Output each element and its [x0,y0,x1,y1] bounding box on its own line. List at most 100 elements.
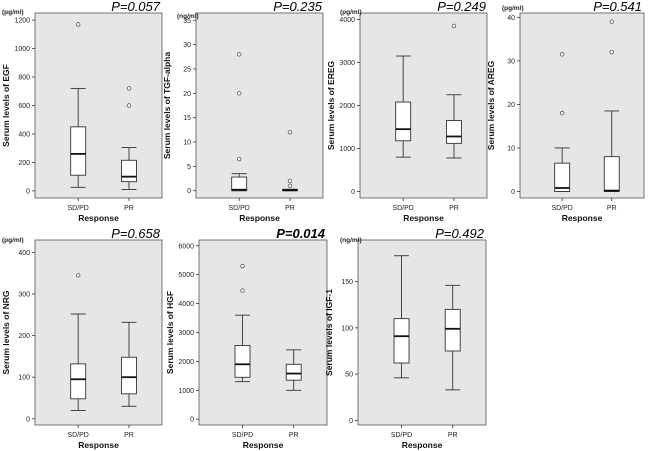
unit-label: (ng/ml) [177,13,199,20]
y-tick-label: 0 [26,416,30,423]
y-tick-label: 0 [26,188,30,195]
chart-panel-1: 0 200 400 600 800 1000 1200 SD/PD PR Response Seru… [1,0,163,223]
unit-label: (pg/ml) [502,5,524,12]
chart-panel-7: 0 50 100 150 SD/PD PR Response Serum levels of … [324,226,487,450]
y-tick-label: 25 [183,66,191,73]
plot-area [195,12,324,199]
box-iqr [121,159,137,183]
x-tick-label: PR [449,205,459,212]
x-tick-label: PR [124,432,134,439]
x-tick-label: PR [285,205,295,212]
box-iqr [603,156,620,192]
chart-panel-4: 0 10 20 30 40 SD/PD PR Response Serum levels of … [486,0,645,223]
y-tick-label: 100 [341,325,353,332]
box-iqr [446,120,462,144]
box-iqr [444,308,461,352]
x-axis-label: Response [78,213,119,223]
box-iqr [285,363,302,381]
x-tick-label: SD/PD [228,205,249,212]
outlier-point [609,19,614,24]
box-iqr [70,126,87,176]
y-axis-label: Serum levels of AREG [486,60,496,150]
x-tick-label: PR [289,432,299,439]
outlier-point [75,273,81,278]
y-tick-label: 0 [349,418,353,425]
y-tick-label: 300 [18,292,30,299]
y-tick-label: 0 [351,189,355,196]
plot-area [357,239,487,426]
unit-label: (ng/ml) [340,237,362,244]
y-tick-label: 5 [187,164,191,171]
y-tick-label: 20 [183,91,191,98]
plot-area [198,239,328,426]
y-axis-label: Serum levels of NRG [1,290,11,374]
chart-panel-6: 0 1000 2000 3000 4000 5000 6000 SD/PD PR Response… [165,226,328,450]
y-tick-label: 0 [190,417,194,424]
plot-area [359,12,488,199]
x-tick-label: PR [607,205,617,212]
chart-panel-3: 0 1000 2000 3000 4000 SD/PD PR Response Serum le… [326,0,488,223]
y-tick-label: 800 [18,75,30,82]
y-tick-label: 10 [507,145,515,152]
y-tick-label: 30 [183,42,191,49]
y-tick-label: 100 [18,375,30,382]
p-value-label: P=0.057 [111,0,161,14]
y-tick-label: 20 [507,102,515,109]
outlier-point [236,156,242,162]
outlier-point [451,23,457,29]
x-tick-label: SD/PD [392,205,413,212]
outlier-point [126,86,132,91]
y-tick-label: 2000 [339,103,355,110]
y-tick-label: 10 [183,140,191,147]
x-tick-label: PR [448,432,458,439]
plot-area [34,12,163,199]
x-axis-label: Response [239,213,280,223]
y-tick-label: 600 [18,103,30,110]
y-axis-label: Serum levels of EGF [1,64,11,147]
y-tick-label: 30 [507,58,515,65]
y-tick-label: 0 [511,189,515,196]
y-tick-label: 200 [18,160,30,167]
box-iqr [393,318,410,364]
y-axis-label: Serum levels of EREG [326,60,336,150]
y-tick-label: 200 [18,333,30,340]
unit-label: (pg/ml) [2,237,24,244]
y-axis-label: Serum levels of IGF-1 [324,289,334,376]
y-tick-label: 400 [18,131,30,138]
p-value-label: P=0.658 [111,226,161,241]
plot-area [519,12,645,199]
x-tick-label: SD/PD [551,205,572,212]
y-tick-label: 1000 [14,46,30,53]
outlier-point [236,52,242,57]
outlier-point [240,263,245,269]
outlier-point [287,178,293,184]
y-tick-label: 3000 [178,330,194,337]
y-tick-label: 15 [183,115,191,122]
p-value-label: P=0.014 [276,226,326,241]
outlier-point [126,103,132,108]
x-tick-label: SD/PD [232,432,253,439]
x-tick-label: SD/PD [391,432,412,439]
x-tick-label: SD/PD [67,205,88,212]
outlier-point [287,183,293,189]
box-iqr [395,101,412,142]
y-tick-label: 2000 [178,359,194,366]
p-value-label: P=0.541 [593,0,642,14]
chart-panel-2: 0 5 10 15 20 25 30 35 SD/PD PR Response Serum level… [162,0,324,223]
y-tick-label: 0 [187,188,191,195]
box-iqr [231,176,248,192]
box-iqr [70,363,87,400]
outlier-point [236,91,242,96]
outlier-point [609,49,614,55]
y-tick-label: 1000 [339,146,355,153]
box-iqr [554,162,571,192]
y-tick-label: 5000 [178,272,194,279]
x-axis-label: Response [243,440,284,450]
y-tick-label: 4000 [178,301,194,308]
x-axis-label: Response [402,440,443,450]
box-iqr [234,345,251,378]
y-tick-label: 35 [183,18,191,25]
y-axis-label: Serum levels of TGF-alpha [162,52,172,159]
plot-area [34,239,163,426]
